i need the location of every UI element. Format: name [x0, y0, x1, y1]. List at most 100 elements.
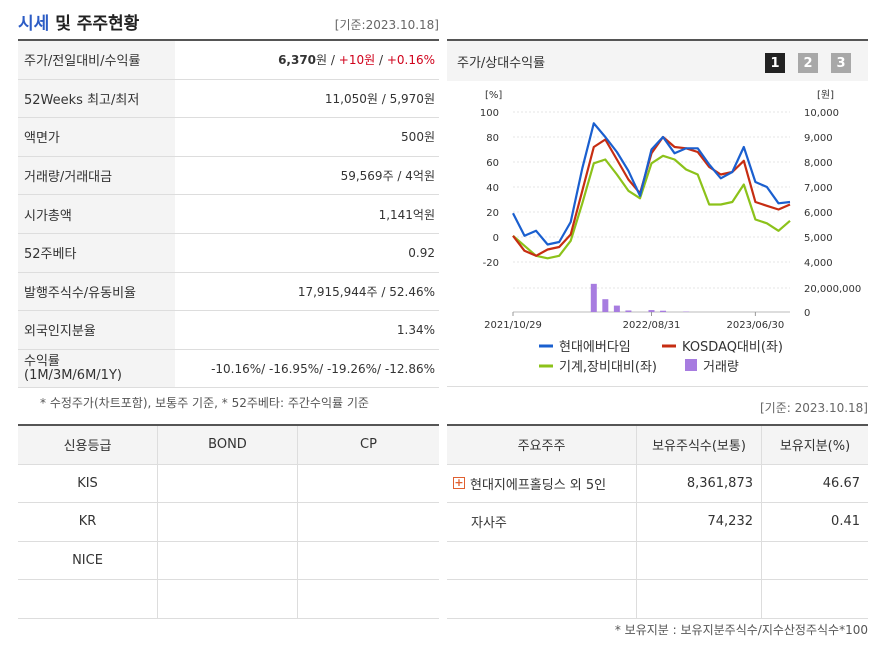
agency-cell: NICE: [18, 541, 158, 579]
stock-chart: [%] [원] 100 10,000 80 9,000 60 8,000 40 7,000 20 6,…: [480, 89, 861, 375]
x-tick-label: 2022/08/31: [623, 320, 681, 331]
pct-cell: [762, 580, 868, 618]
volume-bar: [590, 283, 597, 312]
volume-bar: [613, 305, 620, 312]
table-row: 외국인지분율 1.34%: [18, 311, 439, 350]
holder-name-cell: [447, 541, 637, 579]
volume-bar: [625, 310, 632, 312]
market-note: * 수정주가(차트포함), 보통주 기준, * 52주베타: 주간수익률 기준: [40, 396, 369, 410]
y-right-tick-label: 8,000: [804, 158, 833, 169]
y-right-tick-label: 10,000: [804, 108, 839, 119]
volume-bar: [660, 310, 667, 312]
row-label: 주가/전일대비/수익률: [18, 41, 175, 79]
y-right-tick-label: 7,000: [804, 183, 833, 194]
y-left-unit: [%]: [485, 90, 502, 101]
holder-name-cell: + 현대지에프홀딩스 외 5인: [447, 464, 637, 502]
expand-plus-icon[interactable]: +: [453, 476, 465, 490]
table-row: 52Weeks 최고/최저 11,050원 / 5,970원: [18, 79, 439, 119]
row-label: 액면가: [18, 118, 175, 156]
shares-cell: 74,232: [637, 503, 762, 541]
chart-page-3-button[interactable]: 3: [831, 53, 851, 73]
y-left-tick-label: 0: [493, 233, 499, 244]
agency-cell: KIS: [18, 464, 158, 502]
cp-cell: [298, 542, 439, 580]
y-right-unit: [원]: [817, 89, 834, 101]
holders-base-date: [기준: 2023.10.18]: [759, 401, 868, 415]
volume-bar: [648, 310, 655, 312]
table-row: 액면가 500원: [18, 118, 439, 157]
pct-cell: [762, 542, 868, 580]
row-value: 59,569주 / 4억원: [340, 169, 435, 184]
row-label: 발행주식수/유동비율: [18, 272, 175, 311]
cp-cell: [298, 465, 439, 503]
row-value: -10.16%/ -16.95%/ -19.26%/ -12.86%: [211, 361, 435, 376]
y-left-tick-label: 80: [486, 133, 499, 144]
row-label: 수익률 (1M/3M/6M/1Y): [18, 349, 175, 388]
x-tick-label: 2023/06/30: [727, 320, 785, 331]
x-tick-label: 2021/10/29: [484, 320, 542, 331]
row-value: 1.34%: [396, 322, 435, 337]
agency-cell: [18, 580, 158, 618]
holder-name-cell: [447, 580, 637, 618]
agency-cell: KR: [18, 503, 158, 541]
row-label: 외국인지분율: [18, 311, 175, 349]
row-label: 52Weeks 최고/최저: [18, 79, 175, 118]
table-row: [18, 580, 439, 619]
legend-label: 거래량: [703, 360, 739, 375]
column-header: BOND: [158, 426, 298, 464]
table-row: 자사주 74,232 0.41: [447, 503, 868, 542]
volume-bar: [602, 299, 609, 312]
table-row: [447, 541, 868, 580]
y-right-tick-label: 9,000: [804, 133, 833, 144]
volume-tick-label: 0: [804, 308, 810, 319]
holder-name[interactable]: 현대지에프홀딩스 외 5인: [470, 477, 607, 493]
table-row: 거래량/거래대금 59,569주 / 4억원: [18, 156, 439, 196]
shares-cell: [637, 541, 762, 579]
y-left-tick-label: 100: [480, 108, 499, 119]
chart-title: 주가/상대수익률: [447, 41, 868, 81]
row-value: 500원: [401, 130, 435, 145]
table-row: NICE: [18, 541, 439, 580]
volume-tick-label: 20,000,000: [804, 284, 861, 295]
y-left-tick-label: 40: [486, 183, 499, 194]
credit-rating-table: 신용등급 BOND CP KIS KR NICE: [18, 424, 439, 619]
y-left-tick-label: -20: [483, 258, 499, 269]
column-header: 보유지분(%): [762, 426, 868, 464]
row-label: 거래량/거래대금: [18, 156, 175, 195]
table-row: KR: [18, 503, 439, 542]
chart-page-2-button[interactable]: 2: [798, 53, 818, 73]
table-row: 주가/전일대비/수익률 6,370원 / +10원 / +0.16%: [18, 41, 439, 80]
table-row: 52주베타 0.92: [18, 233, 439, 273]
row-label: 시가총액: [18, 195, 175, 233]
y-right-tick-label: 6,000: [804, 208, 833, 219]
legend-label: 기계,장비대비(좌): [559, 360, 657, 375]
table-header-row: 신용등급 BOND CP: [18, 426, 439, 465]
market-info-table: 주가/전일대비/수익률 6,370원 / +10원 / +0.16% 52Wee…: [18, 39, 439, 389]
y-right-tick-label: 5,000: [804, 233, 833, 244]
bond-cell: [158, 580, 298, 618]
bond-cell: [158, 464, 298, 502]
pct-cell: 0.41: [831, 514, 860, 530]
y-left-tick-label: 20: [486, 208, 499, 219]
table-row: 시가총액 1,141억원: [18, 195, 439, 234]
legend-swatch: [685, 359, 697, 371]
row-value: 0.92: [408, 245, 435, 260]
holder-name-cell: 자사주: [447, 503, 637, 541]
column-header: CP: [298, 426, 439, 464]
table-row: [447, 580, 868, 619]
shares-cell: 8,361,873: [637, 464, 762, 502]
bond-cell: [158, 541, 298, 579]
y-left-tick-label: 60: [486, 158, 499, 169]
row-value: 1,141억원: [378, 207, 435, 222]
table-row: + 현대지에프홀딩스 외 5인 8,361,873 46.67: [447, 464, 868, 503]
table-header-row: 주요주주 보유주식수(보통) 보유지분(%): [447, 426, 868, 465]
chart-page-1-button[interactable]: 1: [765, 53, 785, 73]
table-row: 수익률 (1M/3M/6M/1Y) -10.16%/ -16.95%/ -19.2…: [18, 349, 439, 389]
legend-label: 현대에버다임: [559, 340, 631, 355]
bond-cell: [158, 503, 298, 541]
column-header: 보유주식수(보통): [637, 426, 762, 464]
row-value: 6,370원 / +10원 / +0.16%: [278, 53, 435, 68]
base-date: [기준:2023.10.18]: [334, 18, 439, 32]
chart-panel: 주가/상대수익률 1 2 3 [%] [원] 100 10,000 80 9,000 60 8…: [447, 39, 868, 387]
column-header: 신용등급: [18, 426, 158, 464]
